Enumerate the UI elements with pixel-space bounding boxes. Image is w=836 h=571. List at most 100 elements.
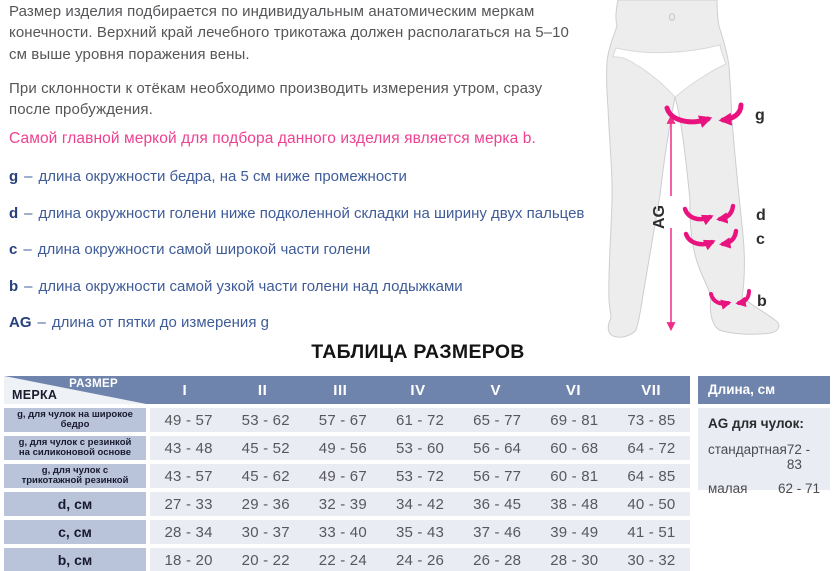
- length-value: 62 - 71: [777, 481, 820, 496]
- b-circumference-arrow: [709, 289, 751, 310]
- circumference-arrows: [664, 102, 751, 310]
- table-cell: 64 - 85: [627, 467, 676, 485]
- table-cell: 64 - 72: [627, 439, 676, 457]
- key-measurement-note: Самой главной меркой для подбора данного…: [9, 130, 536, 147]
- table-cell: 29 - 36: [241, 495, 290, 513]
- column-header-4: IV: [410, 381, 426, 399]
- table-row: c, см 28 - 34 30 - 37 33 - 40 35 - 43 37…: [4, 520, 690, 544]
- table-cell: 27 - 33: [164, 495, 213, 513]
- diagram-label-d: d: [756, 207, 766, 224]
- table-cell: 53 - 62: [241, 411, 290, 429]
- table-cell: 69 - 81: [550, 411, 599, 429]
- table-cell: 45 - 62: [241, 467, 290, 485]
- measurement-def-g: g – длина окружности бедра, на 5 см ниже п…: [9, 168, 649, 185]
- c-circumference-arrow: [683, 228, 739, 251]
- measurement-def-d: d – длина окружности голени ниже подколенн…: [9, 205, 649, 222]
- table-cell: 53 - 72: [395, 467, 445, 485]
- diagram-label-ag: AG: [651, 205, 668, 229]
- table-cell: 41 - 51: [627, 523, 676, 541]
- briefs-shape: [612, 44, 727, 98]
- length-value: 72 - 83: [786, 442, 811, 472]
- table-cell: 26 - 28: [473, 551, 522, 569]
- table-cell: 28 - 34: [164, 523, 213, 541]
- measure-text-ag: длина от пятки до измерения g: [51, 314, 269, 331]
- table-cell: 22 - 24: [318, 551, 367, 569]
- column-header-3: III: [333, 381, 348, 399]
- table-cell: 30 - 32: [627, 551, 676, 569]
- table-cell: 53 - 60: [395, 439, 445, 457]
- table-cell: 32 - 39: [318, 495, 367, 513]
- table-row: g, для чулок с резинкой на силиконовой о…: [4, 436, 690, 460]
- measure-letter-d: d: [9, 205, 19, 222]
- measurement-def-b: b – длина окружности самой узкой части гол…: [9, 278, 649, 295]
- length-label: стандартная: [708, 442, 787, 457]
- table-cell: 33 - 40: [318, 523, 367, 541]
- table-cell: 60 - 81: [550, 467, 599, 485]
- table-row: d, см 27 - 33 29 - 36 32 - 39 34 - 42 36…: [4, 492, 690, 516]
- dash: –: [24, 168, 33, 185]
- length-row-standard: стандартная 72 - 83: [708, 442, 820, 472]
- measurement-def-ag: AG – длина от пятки до измерения g: [9, 314, 649, 331]
- measurement-def-c: c – длина окружности самой широкой части г…: [9, 241, 649, 258]
- row-label: b, см: [4, 548, 146, 571]
- intro-paragraph-2: При склонности к отёкам необходимо произ…: [9, 80, 543, 119]
- table-cell: 45 - 52: [241, 439, 290, 457]
- table-cell: 36 - 45: [473, 495, 522, 513]
- corner-size-label: РАЗМЕР: [69, 378, 118, 390]
- dash: –: [23, 241, 32, 258]
- measure-letter-g: g: [9, 168, 19, 185]
- table-cell: 40 - 50: [627, 495, 676, 513]
- d-circumference-arrow: [682, 203, 736, 226]
- table-cell: 57 - 67: [318, 411, 367, 429]
- table-cell: 20 - 22: [241, 551, 290, 569]
- dash: –: [37, 314, 46, 331]
- table-cell: 38 - 48: [550, 495, 599, 513]
- table-row: g, для чулок с трикотажной резинкой 43 -…: [4, 464, 690, 488]
- column-header-6: VI: [565, 381, 582, 399]
- table-cell: 60 - 68: [550, 439, 599, 457]
- table-cell: 49 - 67: [318, 467, 367, 485]
- table-cell: 43 - 48: [164, 439, 213, 457]
- table-cell: 34 - 42: [395, 495, 445, 513]
- column-header-7: VII: [641, 381, 662, 399]
- table-cell: 56 - 64: [473, 439, 522, 457]
- measure-letter-b: b: [9, 278, 19, 295]
- diagram-label-g: g: [755, 107, 765, 124]
- measure-text-d: длина окружности голени ниже подколенной…: [38, 205, 585, 222]
- table-cell: 24 - 26: [395, 551, 445, 569]
- table-cell: 43 - 57: [164, 467, 213, 485]
- measure-letter-c: c: [9, 241, 18, 258]
- navel: [668, 13, 676, 21]
- row-label: g, для чулок на широкое бедро: [4, 408, 146, 432]
- row-label: g, для чулок с резинкой на силиконовой о…: [4, 436, 146, 460]
- column-header-5: V: [490, 381, 501, 399]
- table-cell: 73 - 85: [627, 411, 676, 429]
- length-panel: AG для чулок: стандартная 72 - 83 малая …: [698, 408, 830, 496]
- row-label: c, см: [4, 520, 146, 544]
- intro-paragraph-1: Размер изделия подбирается по индивидуал…: [9, 3, 569, 63]
- table-row: g, для чулок на широкое бедро 49 - 57 53…: [4, 408, 690, 432]
- size-table-header: РАЗМЕР МЕРКА I II III IV V VI VII: [4, 376, 690, 404]
- dash: –: [24, 205, 33, 222]
- leg-measurement-diagram: AG g d c b: [606, 0, 780, 338]
- table-cell: 30 - 37: [241, 523, 290, 541]
- table-cell: 28 - 30: [550, 551, 599, 569]
- length-panel-header: Длина, см: [698, 376, 830, 404]
- table-corner-cell: РАЗМЕР МЕРКА: [4, 376, 146, 404]
- dash: –: [24, 278, 33, 295]
- column-header-2: II: [257, 381, 268, 399]
- row-label: g, для чулок с трикотажной резинкой: [4, 464, 146, 488]
- body-silhouette: [606, 0, 780, 338]
- table-cell: 49 - 56: [318, 439, 367, 457]
- corner-measure-label: МЕРКА: [12, 388, 58, 402]
- diagram-label-c: c: [756, 231, 765, 248]
- table-cell: 35 - 43: [395, 523, 445, 541]
- g-circumference-arrow: [664, 102, 744, 128]
- measure-letter-ag: AG: [9, 314, 32, 331]
- table-cell: 18 - 20: [164, 551, 213, 569]
- measure-text-g: длина окружности бедра, на 5 см ниже про…: [38, 168, 407, 185]
- table-cell: 49 - 57: [164, 411, 213, 429]
- length-panel-subheader: AG для чулок:: [708, 416, 804, 431]
- size-table-title: ТАБЛИЦА РАЗМЕРОВ: [311, 341, 525, 363]
